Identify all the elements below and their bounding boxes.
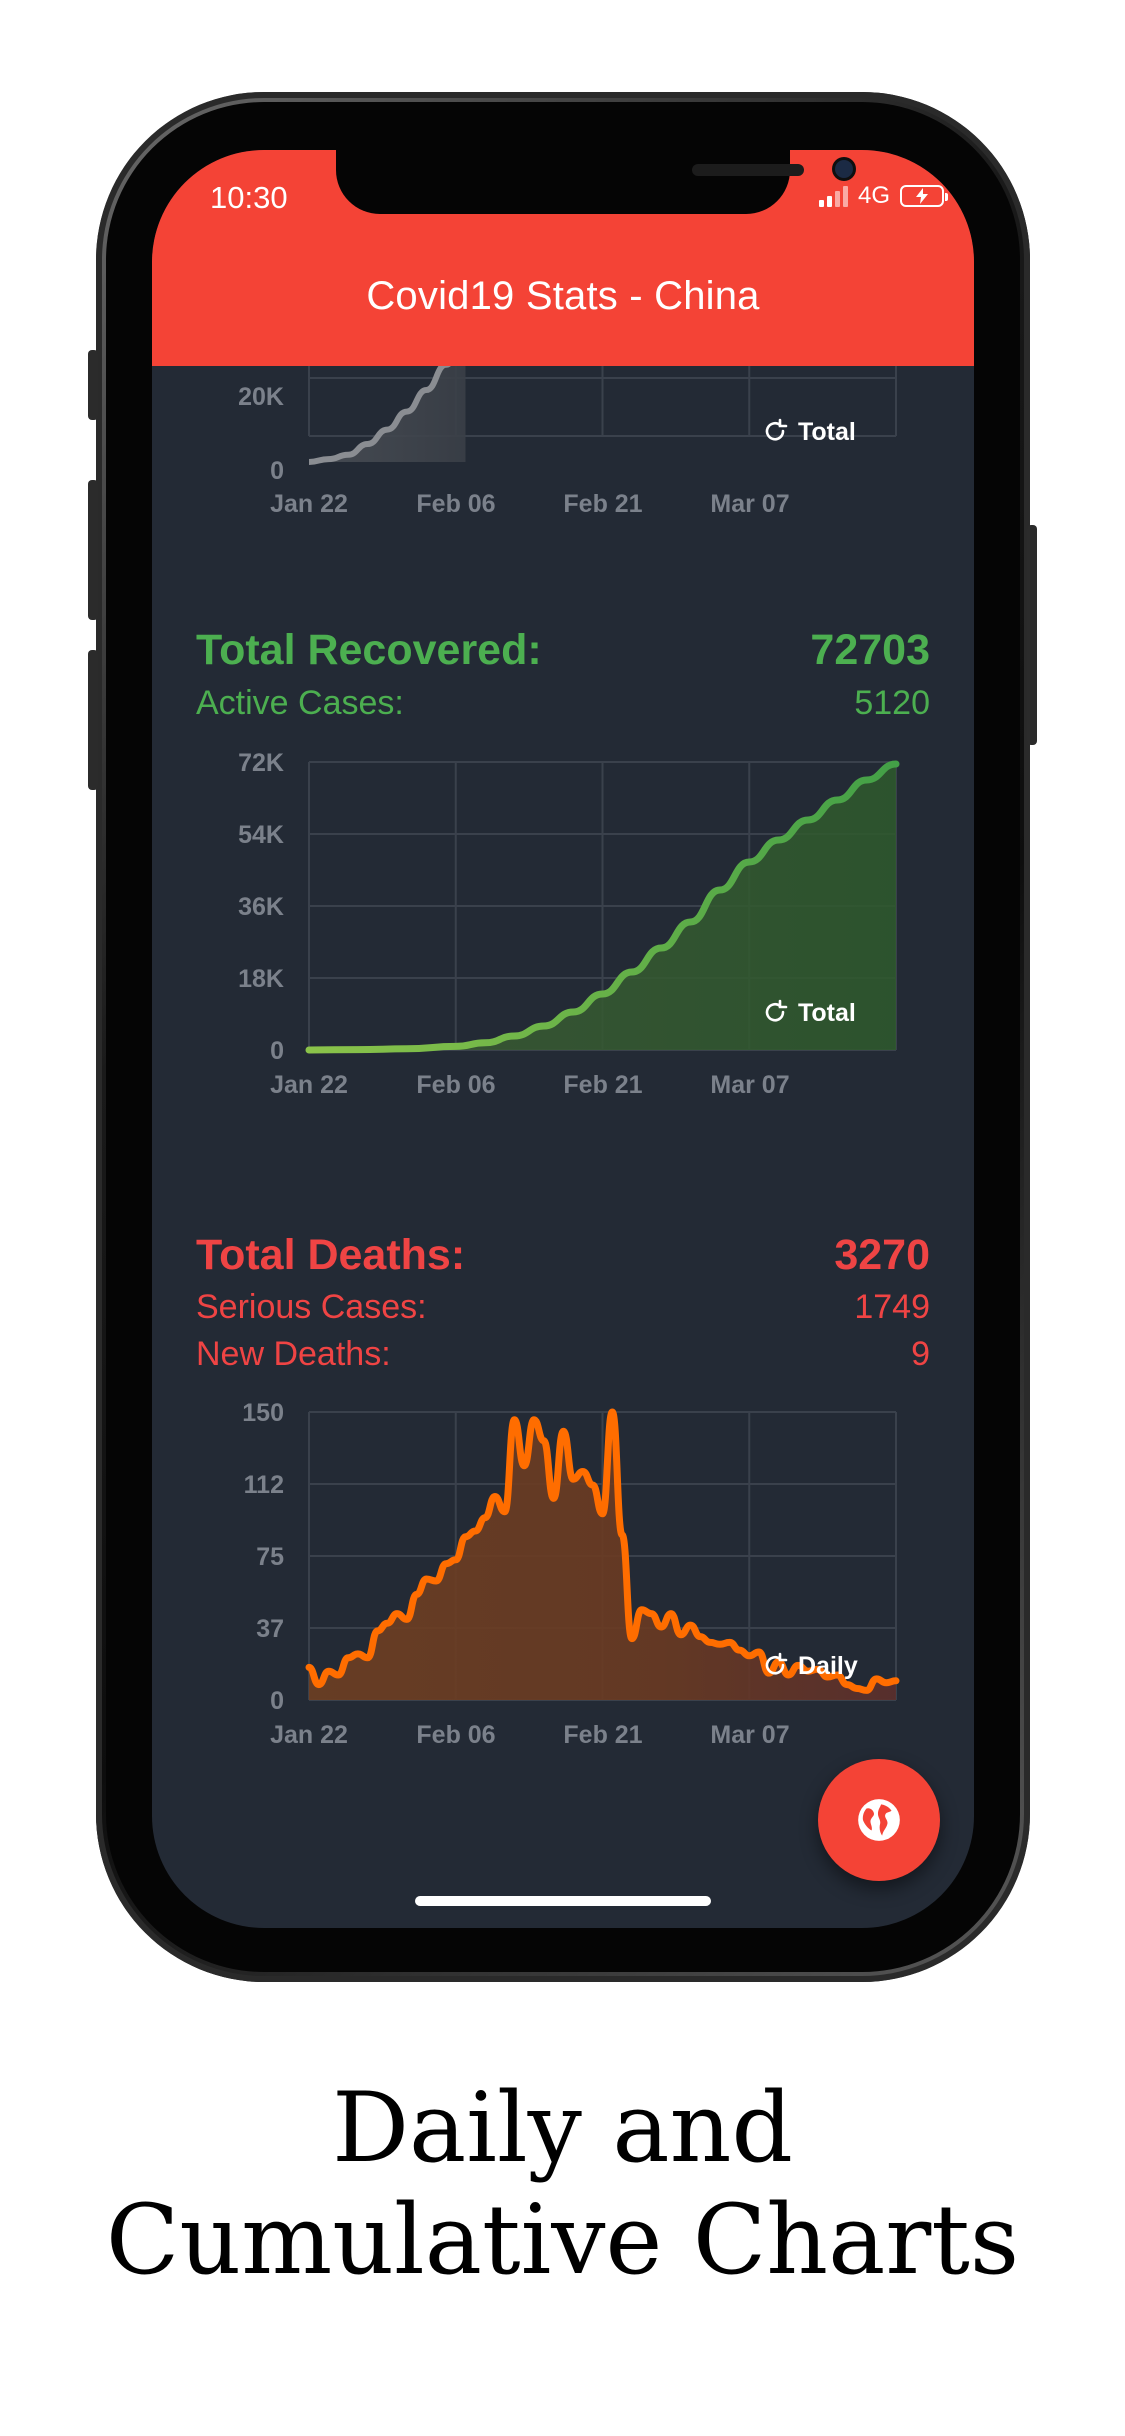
confirmed-chart: 20K 0 Jan 22 Feb 06 Feb 21 Mar 07 Total [238, 366, 897, 518]
y-tick-label: 0 [270, 1037, 284, 1065]
chart-mode-toggle-total[interactable]: Total [765, 418, 856, 446]
speaker-grille [692, 164, 804, 176]
refresh-icon [765, 999, 788, 1022]
stats-scroll-area[interactable]: 20K 0 Jan 22 Feb 06 Feb 21 Mar 07 Total … [152, 366, 974, 1928]
x-tick-label: Feb 06 [416, 1071, 495, 1099]
signal-icon [818, 185, 848, 207]
x-tick-label: Feb 21 [563, 1721, 642, 1749]
volume-up-button [88, 480, 98, 620]
active-cases-value: 5120 [854, 684, 930, 722]
chart-mode-toggle-daily[interactable]: Daily [765, 1652, 858, 1680]
y-tick-label: 37 [256, 1615, 284, 1643]
toggle-label: Total [798, 999, 856, 1027]
new-deaths-label: New Deaths: [196, 1335, 391, 1373]
x-tick-label: Mar 07 [710, 1071, 789, 1099]
front-camera [835, 160, 853, 178]
volume-down-button [88, 650, 98, 790]
y-tick-label: 20K [238, 383, 284, 411]
deaths-line [305, 1408, 900, 1694]
y-tick-label: 112 [244, 1471, 284, 1499]
x-tick-label: Jan 22 [270, 490, 348, 518]
x-tick-label: Feb 06 [416, 1721, 495, 1749]
y-tick-label: 0 [270, 1687, 284, 1715]
mute-switch [88, 350, 98, 420]
deaths-area [309, 1412, 896, 1700]
caption-line-2: Cumulative Charts [105, 2184, 1020, 2296]
deaths-title: Total Deaths: [196, 1231, 466, 1279]
y-tick-label: 75 [256, 1543, 284, 1571]
globe-icon [858, 1799, 900, 1841]
status-time: 10:30 [210, 180, 288, 215]
battery-charging-icon [900, 185, 948, 207]
confirmed-area [309, 366, 466, 462]
toggle-label: Daily [798, 1652, 858, 1680]
y-tick-label: 36K [238, 893, 284, 921]
app-bar: 10:30 4G Covid19 Stats - China [152, 150, 974, 366]
y-tick-label: 54K [238, 821, 284, 849]
serious-cases-label: Serious Cases: [196, 1288, 427, 1326]
x-tick-label: Feb 21 [563, 490, 642, 518]
globe-fab-button[interactable] [818, 1759, 940, 1881]
power-button [1027, 525, 1037, 745]
caption-line-1: Daily and [332, 2072, 793, 2184]
y-tick-label: 0 [270, 457, 284, 485]
serious-cases-value: 1749 [854, 1288, 930, 1326]
home-indicator[interactable] [415, 1896, 711, 1906]
notch [336, 150, 853, 214]
recovered-chart: 72K 54K 36K 18K 0 Jan 22 Feb 06 Feb 21 M… [238, 749, 900, 1099]
page-title: Covid19 Stats - China [366, 274, 760, 318]
active-cases-label: Active Cases: [196, 684, 404, 722]
y-tick-label: 18K [238, 965, 284, 993]
confirmed-line [309, 366, 451, 465]
recovered-area [309, 764, 896, 1050]
recovered-value: 72703 [810, 626, 930, 674]
new-deaths-value: 9 [911, 1335, 930, 1373]
x-tick-label: Jan 22 [270, 1071, 348, 1099]
refresh-icon [765, 1652, 788, 1675]
x-tick-label: Feb 21 [563, 1071, 642, 1099]
x-tick-label: Feb 06 [416, 490, 495, 518]
deaths-value: 3270 [834, 1231, 930, 1279]
app-screen: 10:30 4G Covid19 Stats - China [152, 150, 974, 1928]
x-tick-label: Mar 07 [710, 490, 789, 518]
y-tick-label: 72K [238, 749, 284, 777]
x-tick-label: Mar 07 [710, 1721, 789, 1749]
refresh-icon [765, 418, 788, 441]
status-indicators: 4G [818, 182, 948, 210]
y-tick-label: 150 [242, 1399, 284, 1427]
x-tick-label: Jan 22 [270, 1721, 348, 1749]
recovered-title: Total Recovered: [196, 626, 542, 674]
chart-mode-toggle-total[interactable]: Total [765, 999, 856, 1027]
network-type: 4G [857, 182, 890, 209]
recovered-line [305, 760, 900, 1054]
deaths-chart: 150 112 75 37 0 Jan 22 Feb 06 Feb 21 Mar… [242, 1399, 900, 1749]
screenshot-caption: Daily and Cumulative Charts [0, 2072, 1125, 2296]
toggle-label: Total [798, 418, 856, 446]
